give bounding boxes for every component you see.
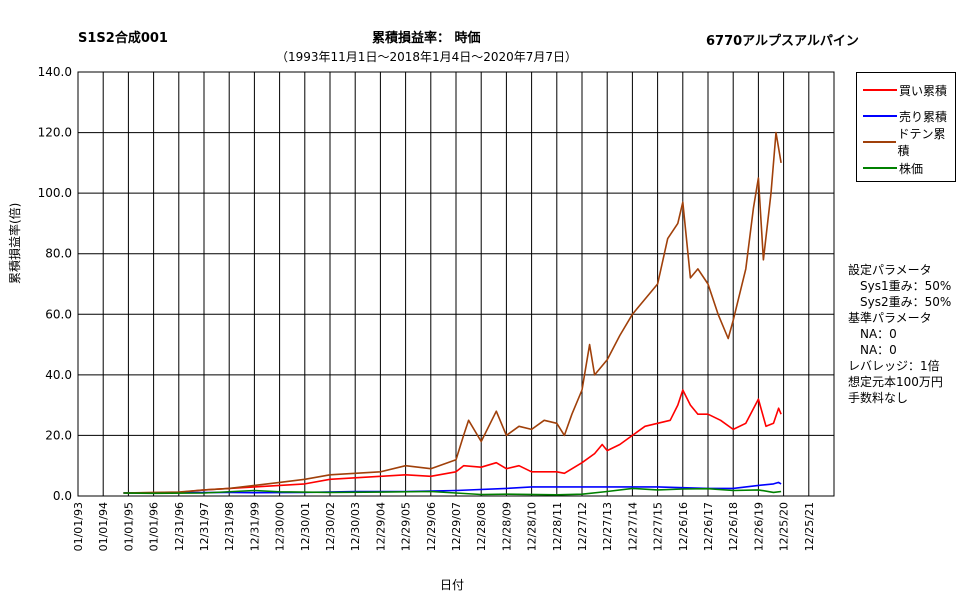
legend-swatch-price (863, 167, 897, 169)
x-tick-label: 12/26/19 (752, 502, 765, 551)
param-line: Sys1重み：50% (848, 279, 952, 293)
param-line: 想定元本100万円 (848, 375, 943, 389)
param-line: 手数料なし (848, 391, 909, 405)
chart-subtitle: （1993年11月1日〜2018年1月4日〜2020年7月7日） (276, 50, 578, 64)
x-tick-label: 12/26/16 (677, 502, 690, 551)
chart-left-title: S1S2合成001 (78, 31, 168, 46)
legend-label-price: 株価 (899, 161, 924, 176)
x-tick-label: 12/25/21 (803, 502, 816, 551)
x-tick-label: 12/27/15 (652, 502, 665, 551)
x-tick-label: 12/25/20 (778, 502, 791, 551)
y-tick-label: 140.0 (38, 65, 72, 79)
legend-item-sell: 売り累積 (863, 109, 948, 124)
series-line-0 (123, 389, 782, 494)
param-line: NA：0 (848, 327, 897, 341)
param-line: Sys2重み：50% (848, 295, 952, 309)
legend-item-buy: 買い累積 (863, 83, 948, 98)
y-tick-label: 80.0 (45, 247, 72, 261)
y-tick-label: 100.0 (38, 186, 72, 200)
legend-swatch-buy (863, 89, 897, 91)
parameter-panel: 設定パラメータ Sys1重み：50% Sys2重み：50% 基準パラメータ NA… (848, 262, 951, 406)
y-tick-label: 0.0 (53, 489, 72, 503)
param-line: レバレッジ：1倍 (848, 359, 940, 373)
legend-swatch-sell (863, 115, 897, 117)
y-tick-label: 120.0 (38, 126, 72, 140)
series-line-3 (123, 487, 782, 496)
legend-label-sell: 売り累積 (899, 109, 948, 124)
legend-label-doten: ドテン累積 (897, 127, 946, 158)
legend-label-buy: 買い累積 (899, 83, 948, 98)
x-tick-label: 12/27/13 (601, 502, 614, 551)
x-tick-label: 12/27/14 (626, 502, 639, 551)
y-tick-label: 20.0 (45, 428, 72, 442)
x-tick-label: 01/01/95 (122, 502, 135, 551)
x-tick-label: 12/31/97 (198, 502, 211, 551)
x-tick-label: 12/29/05 (400, 502, 413, 551)
param-line: NA：0 (848, 343, 897, 357)
x-tick-label: 01/01/94 (97, 502, 110, 551)
x-tick-label: 12/27/12 (576, 502, 589, 551)
x-tick-label: 12/30/01 (299, 502, 312, 551)
x-tick-label: 01/01/93 (72, 502, 85, 551)
series-line-2 (123, 131, 782, 494)
x-tick-label: 01/01/96 (148, 502, 161, 551)
legend-item-price: 株価 (863, 161, 924, 176)
x-tick-label: 12/29/06 (425, 502, 438, 551)
x-tick-label: 12/31/99 (248, 502, 261, 551)
x-tick-label: 12/31/98 (223, 502, 236, 551)
x-tick-label: 12/29/04 (374, 502, 387, 551)
x-tick-label: 12/28/11 (551, 502, 564, 551)
chart-title: 累積損益率： 時価 (372, 31, 481, 46)
series-line-1 (123, 481, 782, 494)
x-tick-label: 12/28/08 (475, 502, 488, 551)
x-tick-label: 12/30/02 (324, 502, 337, 551)
x-tick-label: 12/28/10 (526, 502, 539, 551)
param-line: 設定パラメータ (848, 263, 932, 277)
param-line: 基準パラメータ (848, 311, 932, 325)
y-axis-label: 累積損益率(倍) (8, 202, 22, 284)
x-tick-label: 12/31/96 (173, 502, 186, 551)
y-tick-label: 60.0 (45, 307, 72, 321)
stock-name: 6770アルプスアルパイン (706, 34, 859, 49)
x-axis-label: 日付 (440, 578, 465, 592)
x-tick-label: 12/28/09 (500, 502, 513, 551)
legend: 買い累積 売り累積 ドテン累積 株価 (856, 72, 956, 182)
x-tick-label: 12/30/00 (274, 502, 287, 551)
x-tick-label: 12/26/18 (727, 502, 740, 551)
legend-swatch-doten (863, 141, 896, 143)
x-tick-label: 12/30/03 (349, 502, 362, 551)
x-tick-label: 12/29/07 (450, 502, 463, 551)
legend-item-doten: ドテン累積 (863, 127, 955, 158)
x-tick-label: 12/26/17 (702, 502, 715, 551)
y-tick-label: 40.0 (45, 368, 72, 382)
